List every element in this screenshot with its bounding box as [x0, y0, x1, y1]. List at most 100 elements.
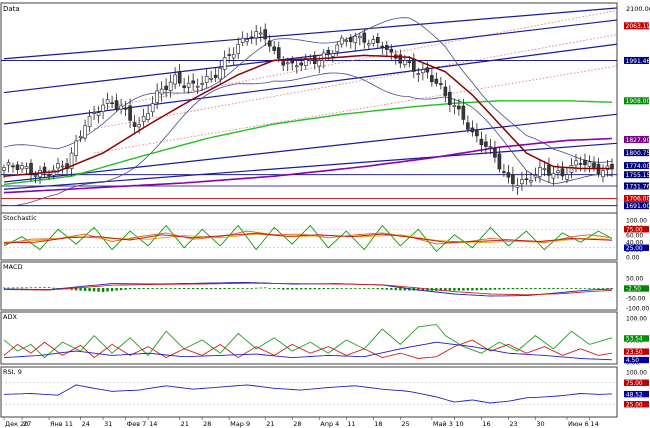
macd-histogram-bar [363, 288, 366, 289]
macd-histogram-bar [322, 288, 325, 290]
macd-histogram-bar [372, 288, 375, 289]
price-tag [624, 97, 649, 105]
candle [448, 85, 452, 113]
candle-body [254, 31, 259, 39]
x-tick-label: 23 [509, 420, 517, 428]
candle-body [110, 102, 114, 105]
candle [560, 161, 565, 180]
candle [240, 31, 245, 47]
macd-histogram-bar [277, 288, 280, 290]
price-tag-label: 2063.19 [626, 23, 650, 30]
axis-layer: 2100.00 2063.19 1991.46 1908.00 1827.90 1800.… [3, 5, 650, 428]
macd-histogram-bar [403, 288, 407, 291]
candle-body [290, 61, 295, 64]
candle-body [299, 62, 304, 66]
main-plot-layer [1, 7, 617, 207]
candle [601, 164, 605, 183]
candle-body [209, 78, 213, 80]
macd-histogram-bar [579, 288, 582, 289]
macd-histogram-bar [511, 288, 515, 290]
macd-histogram-bar [597, 288, 600, 289]
candle [177, 63, 182, 87]
stochastic-panel-frame [0, 212, 618, 261]
candle [416, 67, 421, 83]
candle [371, 35, 376, 47]
candle-body [47, 174, 51, 177]
macd-histogram-bar [115, 288, 118, 291]
candle [299, 58, 304, 72]
macd-histogram-bar [43, 287, 46, 289]
price-tag [624, 56, 649, 64]
price-tag-label: 1991.46 [626, 58, 650, 65]
macd-histogram-bar [381, 288, 384, 290]
indicator-line [3, 324, 613, 359]
candle [69, 147, 74, 177]
macd-histogram-bar [556, 288, 560, 289]
y-tick-label: 100.00 [626, 316, 647, 323]
candle-body [267, 40, 272, 47]
candle [186, 75, 191, 94]
end-value-label: 23.50 [626, 350, 643, 356]
macd-histogram-bar [128, 288, 132, 290]
end-value-label: 53.54 [626, 337, 643, 343]
x-tick-label: 14 [590, 420, 598, 428]
candle-body [92, 112, 96, 114]
macd-histogram-bar [543, 288, 546, 289]
candle [385, 40, 389, 58]
candle [24, 162, 29, 175]
candle [290, 56, 295, 71]
macd-histogram-bar [223, 288, 226, 290]
candle [213, 67, 218, 83]
candle-body [353, 35, 358, 44]
candle [366, 39, 371, 50]
macd-histogram-bar [70, 288, 73, 290]
candle [119, 98, 123, 115]
indicator-line [4, 282, 613, 296]
candle [520, 171, 524, 191]
candle [380, 41, 385, 55]
candle-body [385, 45, 389, 50]
indicator-line [3, 232, 613, 244]
candle-body [565, 174, 569, 180]
indicator-line [3, 384, 613, 404]
candle-body [83, 125, 87, 139]
macd-histogram-bar [565, 288, 569, 289]
candle [353, 32, 358, 51]
macd-histogram-bar [304, 288, 307, 290]
price-tag [624, 194, 649, 202]
macd-histogram-bar [529, 288, 533, 290]
macd-histogram-bar [354, 288, 357, 289]
candle [92, 105, 96, 121]
candle [551, 165, 556, 186]
candle-body [33, 175, 38, 177]
macd-histogram-bar [182, 288, 186, 289]
ma-long-line [3, 137, 613, 194]
bollinger-lower-line [3, 72, 613, 207]
macd-histogram-bar [246, 288, 249, 289]
candle [236, 37, 240, 60]
candle-body [348, 37, 353, 42]
candle-body [285, 62, 290, 65]
candle [488, 138, 493, 155]
candle [357, 32, 362, 46]
candle-body [326, 50, 331, 54]
candle-body [542, 168, 547, 170]
candle [461, 98, 466, 125]
candle [182, 78, 186, 93]
candle-body [371, 39, 376, 44]
adx-panel-title: ADX [3, 313, 17, 321]
candle-body [484, 141, 488, 147]
candle-body [344, 40, 349, 42]
candle [83, 119, 87, 142]
candle-body [173, 74, 177, 85]
macd-histogram-bar [47, 287, 51, 288]
candle [231, 47, 236, 66]
macd-histogram-bar [16, 287, 19, 289]
candle-body [583, 159, 587, 166]
candle-body [524, 178, 529, 181]
candle-body [2, 167, 6, 171]
macd-histogram-bar [282, 288, 285, 290]
macd-histogram-bar [142, 288, 145, 290]
macd-histogram-bar [300, 288, 303, 290]
candle-body [6, 162, 11, 166]
